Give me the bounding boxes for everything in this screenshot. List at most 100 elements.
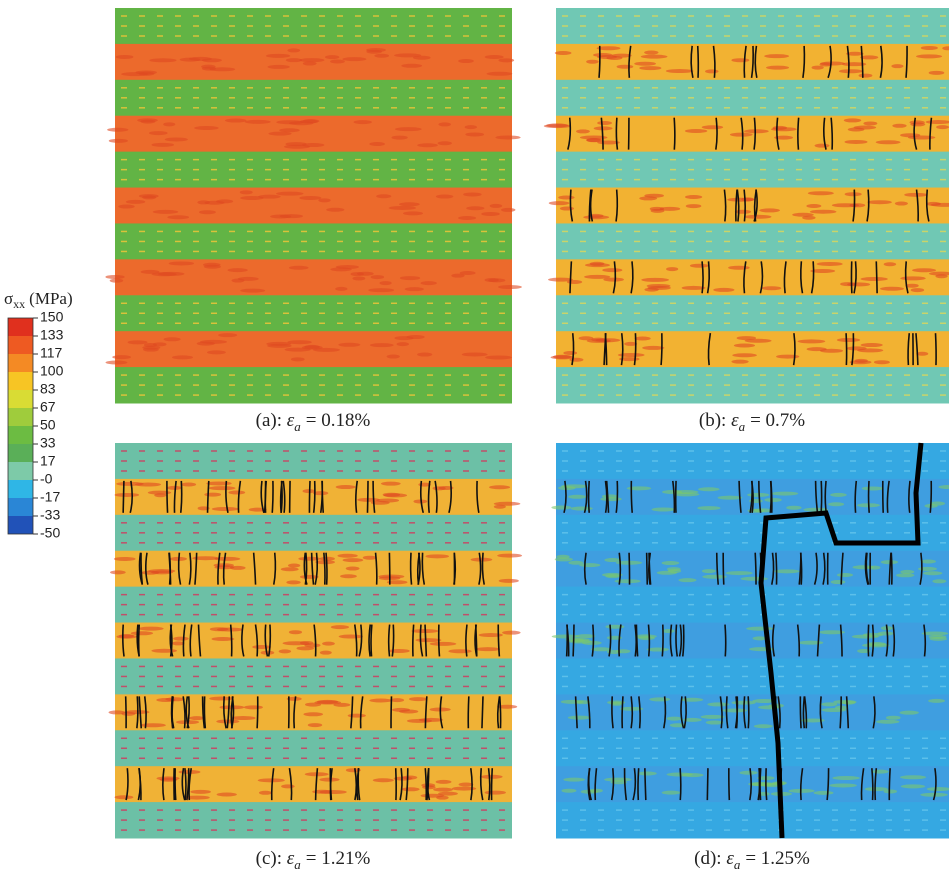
crack bbox=[204, 696, 205, 728]
fiber-spot bbox=[279, 649, 291, 653]
crack bbox=[272, 481, 273, 513]
colorbar-swatch bbox=[8, 516, 33, 534]
fiber-spot bbox=[252, 645, 271, 649]
fiber-spot bbox=[415, 638, 441, 642]
fiber-spot bbox=[231, 279, 244, 283]
fiber-spot bbox=[471, 558, 493, 562]
fiber-spot bbox=[389, 206, 416, 210]
fiber-spot bbox=[874, 360, 890, 364]
fiber-spot bbox=[730, 133, 753, 137]
matrix-layer bbox=[115, 658, 512, 694]
fiber-spot bbox=[299, 58, 324, 62]
crack bbox=[872, 768, 873, 800]
fiber-spot bbox=[702, 569, 716, 573]
colorbar-swatch bbox=[8, 408, 33, 426]
crack bbox=[680, 768, 681, 800]
fiber-layer bbox=[556, 116, 949, 152]
fiber-spot bbox=[406, 335, 424, 339]
fiber-spot bbox=[112, 355, 131, 359]
fiber-spot bbox=[197, 200, 210, 204]
crack bbox=[169, 553, 170, 585]
fiber-spot bbox=[932, 579, 946, 583]
caption-c: (c): εa= 1.21% bbox=[256, 848, 371, 872]
fiber-spot bbox=[487, 72, 513, 76]
caption-value: = 0.18% bbox=[306, 410, 371, 431]
fiber-spot bbox=[231, 716, 256, 720]
fiber-spot bbox=[140, 120, 155, 124]
fiber-spot bbox=[701, 715, 725, 719]
fiber-spot bbox=[326, 208, 344, 212]
crack bbox=[846, 333, 847, 365]
fiber-spot bbox=[348, 714, 366, 718]
fiber-spot bbox=[918, 567, 937, 571]
fiber-spot bbox=[212, 507, 239, 511]
fiber-spot bbox=[616, 649, 631, 653]
fiber-spot bbox=[374, 54, 389, 58]
crack bbox=[573, 625, 574, 657]
fiber-spot bbox=[135, 483, 161, 487]
crack bbox=[468, 696, 469, 728]
fiber-spot bbox=[463, 192, 481, 196]
fiber-spot bbox=[320, 651, 332, 655]
crack bbox=[755, 553, 756, 585]
fiber-spot bbox=[371, 275, 384, 279]
crack bbox=[389, 625, 390, 657]
colorbar-swatch bbox=[8, 318, 33, 336]
fiber-spot bbox=[912, 268, 936, 272]
fiber-spot bbox=[662, 791, 681, 795]
caption-label: (d): bbox=[694, 848, 721, 869]
fiber-spot bbox=[921, 559, 936, 563]
fiber-spot bbox=[860, 277, 887, 281]
fiber-spot bbox=[330, 60, 345, 64]
crack bbox=[631, 481, 632, 513]
crack bbox=[139, 625, 140, 657]
crack bbox=[589, 481, 590, 513]
fiber-spot bbox=[766, 66, 789, 70]
fiber-spot bbox=[817, 262, 843, 266]
crack bbox=[638, 768, 639, 800]
fiber-spot bbox=[383, 493, 401, 497]
matrix-layer bbox=[115, 587, 512, 623]
fiber-spot bbox=[668, 569, 681, 573]
fiber-spot bbox=[754, 508, 773, 512]
fiber-spot bbox=[438, 792, 458, 796]
fiber-spot bbox=[167, 215, 189, 219]
fiber-spot bbox=[357, 272, 374, 276]
fiber-spot bbox=[459, 783, 474, 787]
fiber-spot bbox=[400, 276, 420, 280]
fiber-spot bbox=[839, 69, 863, 73]
fiber-spot bbox=[855, 359, 868, 363]
fiber-spot bbox=[399, 202, 420, 206]
fiber-spot bbox=[448, 649, 471, 653]
fiber-spot bbox=[900, 570, 914, 574]
fiber-spot bbox=[287, 340, 312, 344]
fiber-spot bbox=[812, 66, 824, 70]
fiber-spot bbox=[837, 338, 860, 342]
fiber-spot bbox=[172, 355, 193, 359]
fiber-spot bbox=[639, 66, 661, 70]
fiber-spot bbox=[666, 267, 678, 271]
fiber-spot bbox=[115, 493, 140, 497]
fiber-spot bbox=[886, 716, 901, 720]
fiber-spot bbox=[142, 195, 156, 199]
fiber-spot bbox=[354, 120, 372, 124]
fiber-spot bbox=[173, 637, 189, 641]
crack bbox=[500, 696, 501, 728]
fiber-spot bbox=[335, 287, 347, 291]
fiber-spot bbox=[840, 282, 855, 286]
fiber-spot bbox=[936, 125, 949, 129]
fiber-spot bbox=[662, 490, 682, 494]
fiber-spot bbox=[190, 790, 211, 794]
fiber-spot bbox=[773, 126, 787, 130]
fiber-spot bbox=[895, 202, 908, 206]
fiber-spot bbox=[207, 350, 226, 354]
fiber-spot bbox=[754, 724, 773, 728]
fiber-spot bbox=[651, 209, 665, 213]
fiber-spot bbox=[266, 54, 291, 58]
fiber-spot bbox=[330, 267, 351, 271]
fiber-spot bbox=[762, 286, 781, 290]
matrix-layer bbox=[115, 223, 512, 259]
fiber-spot bbox=[892, 124, 906, 128]
fiber-spot bbox=[560, 207, 574, 211]
fiber-spot bbox=[403, 211, 423, 215]
